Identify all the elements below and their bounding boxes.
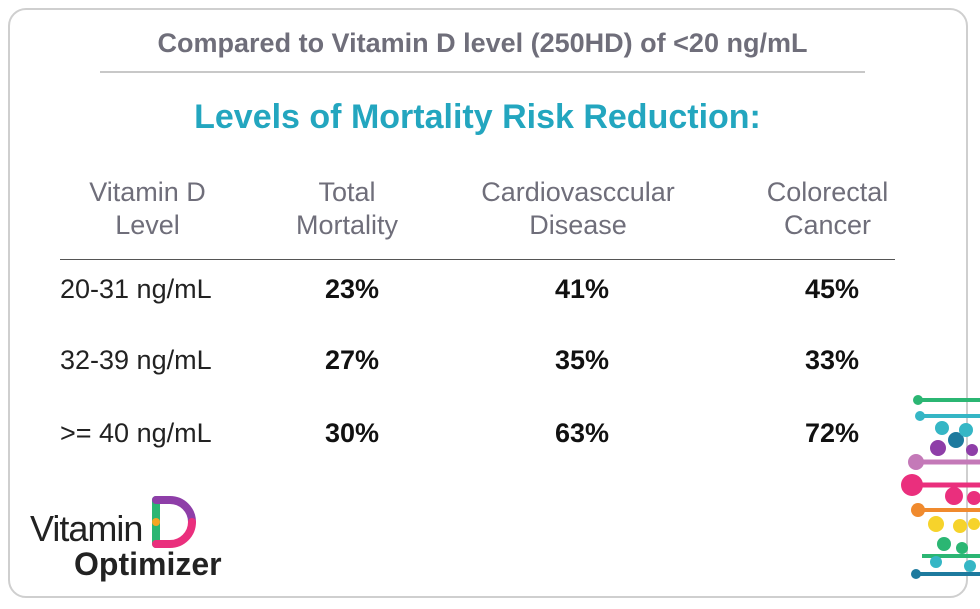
level-cell: 32-39 ng/mL [60,345,212,375]
colorectal-cell: 45% [804,274,860,304]
table-row: >= 40 ng/mL 30% 63% 72% [0,418,980,458]
column-header-line: Cardiovasccular [481,177,675,207]
column-header-line: Mortality [295,210,398,240]
headline: Levels of Mortality Risk Reduction: [194,98,761,136]
column-header-line: Colorectal [766,177,889,207]
vitamin-d-optimizer-logo: Vitamin Optimizer [30,494,240,584]
total-mortality-cell: 30% [324,418,380,448]
logo-word-optimizer: Optimizer [74,546,222,582]
level-cell: >= 40 ng/mL [60,418,212,448]
column-header-line: Cancer [783,210,872,240]
logo-word-vitamin: Vitamin [30,508,143,549]
colorectal-cell: 33% [804,345,860,375]
colorectal-cell: 72% [804,418,860,448]
molecule-decoration [901,395,980,579]
cardiovascular-cell: 63% [554,418,610,448]
column-header-line: Level [115,210,180,240]
logo-d-icon [152,496,196,548]
level-cell: 20-31 ng/mL [60,274,212,304]
column-header-line: Disease [529,210,627,240]
header-divider [60,259,895,260]
column-header-level: Vitamin D Level [60,176,235,242]
table-row: 20-31 ng/mL 23% 41% 45% [0,274,980,314]
column-header-cardiovascular: Cardiovasccular Disease [458,176,698,242]
cardiovascular-cell: 35% [554,345,610,375]
subtitle-divider [100,71,865,73]
column-header-total-mortality: Total Mortality [262,176,432,242]
table-row: 32-39 ng/mL 27% 35% 33% [0,345,980,385]
total-mortality-cell: 27% [324,345,380,375]
column-header-line: Total [318,177,376,207]
subtitle: Compared to Vitamin D level (250HD) of <… [157,28,808,58]
cardiovascular-cell: 41% [554,274,610,304]
total-mortality-cell: 23% [324,274,380,304]
column-header-colorectal: Colorectal Cancer [745,176,910,242]
column-header-line: Vitamin D [89,177,206,207]
